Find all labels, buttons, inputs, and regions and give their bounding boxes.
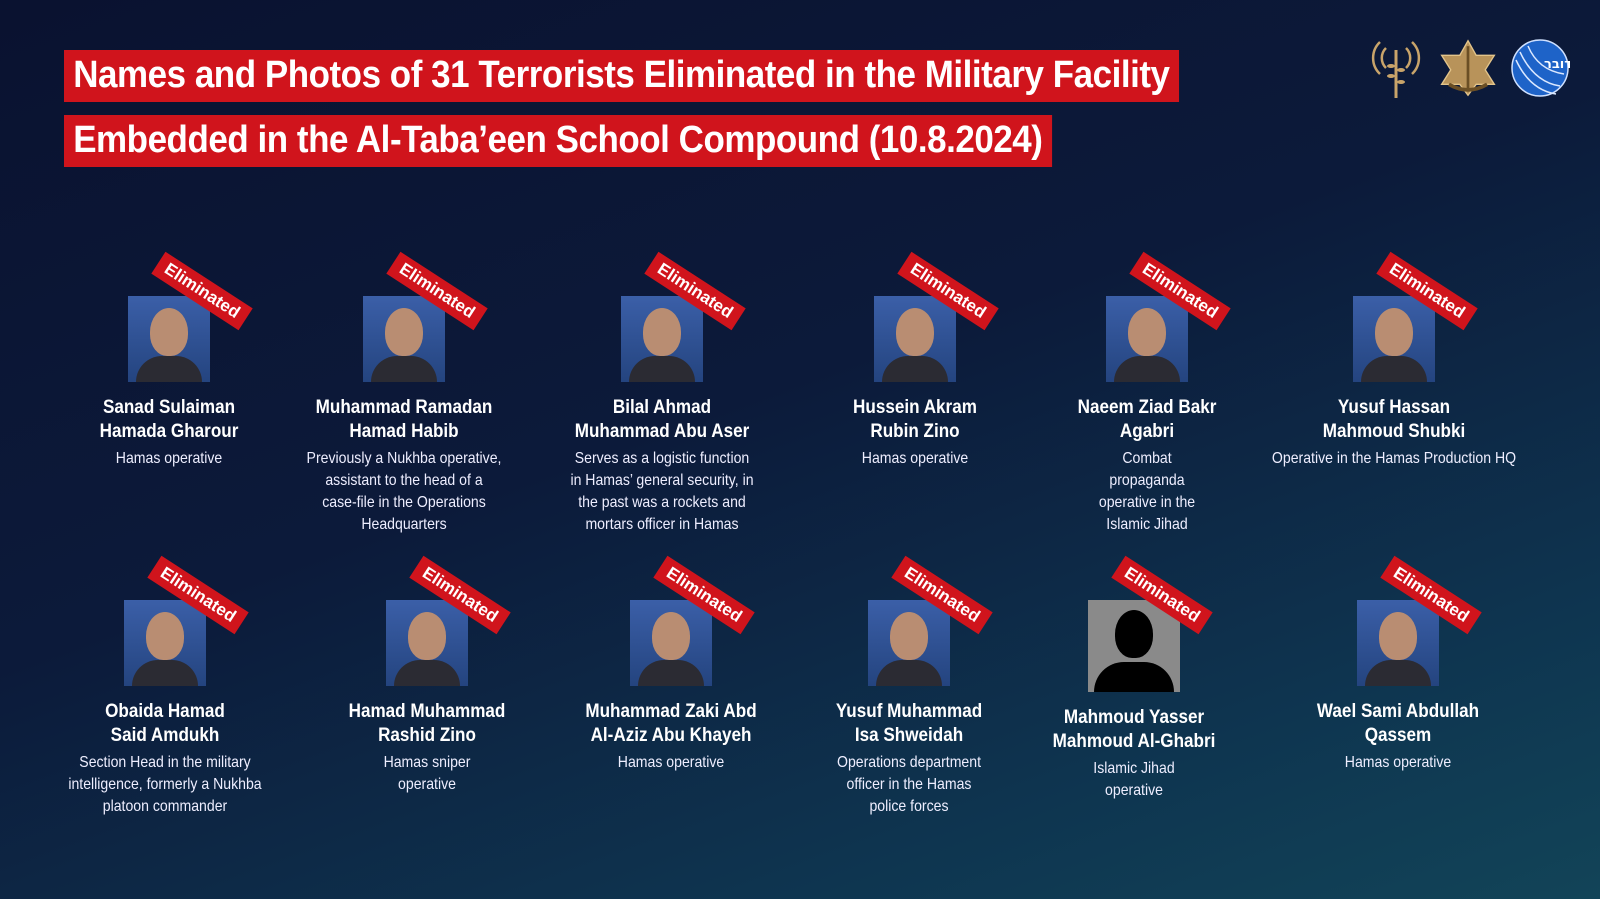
person-role: Hamas operative bbox=[115, 450, 223, 467]
person-card: Eliminated Hamad Muhammad Rashid Zino Ha… bbox=[287, 555, 567, 796]
head-shape bbox=[896, 308, 934, 356]
person-photo: Eliminated bbox=[630, 555, 755, 686]
body-shape bbox=[1361, 356, 1427, 382]
body-shape bbox=[882, 356, 948, 382]
person-photo: Eliminated bbox=[1357, 555, 1482, 686]
person-name: Hamad Muhammad Rashid Zino bbox=[348, 701, 506, 746]
person-card: Eliminated Bilal Ahmad Muhammad Abu Aser… bbox=[522, 251, 802, 536]
person-card: Eliminated Muhammad Zaki Abd Al-Aziz Abu… bbox=[531, 555, 811, 774]
person-photo: Eliminated bbox=[621, 251, 746, 382]
person-name: Muhammad Ramadan Hamad Habib bbox=[315, 397, 493, 442]
person-photo: Eliminated bbox=[1106, 251, 1231, 382]
person-photo: Eliminated bbox=[874, 251, 999, 382]
radio-antenna-icon bbox=[1366, 36, 1426, 100]
body-shape bbox=[371, 356, 437, 382]
person-role: Previously a Nukhba operative, assistant… bbox=[306, 450, 502, 533]
person-card: Eliminated Muhammad Ramadan Hamad Habib … bbox=[264, 251, 544, 536]
title-line-1: Names and Photos of 31 Terrorists Elimin… bbox=[64, 50, 1179, 102]
person-card: Eliminated Naeem Ziad Bakr Agabri Combat… bbox=[1007, 251, 1287, 536]
person-photo: Eliminated bbox=[1353, 251, 1478, 382]
person-role: Hamas sniper operative bbox=[383, 754, 471, 793]
body-shape bbox=[876, 660, 942, 686]
person-card: Eliminated Obaida Hamad Said Amdukh Sect… bbox=[25, 555, 305, 818]
person-name: Hussein Akram Rubin Zino bbox=[853, 397, 977, 442]
person-name: Yusuf Hassan Mahmoud Shubki bbox=[1322, 397, 1466, 442]
person-role: Hamas operative bbox=[1344, 754, 1452, 771]
person-card: Eliminated Yusuf Hassan Mahmoud Shubki O… bbox=[1254, 251, 1534, 470]
person-role: Section Head in the military intelligenc… bbox=[68, 754, 262, 815]
head-shape bbox=[643, 308, 681, 356]
idf-emblem-icon bbox=[1438, 36, 1498, 100]
person-card: Eliminated Yusuf Muhammad Isa Shweidah O… bbox=[769, 555, 1049, 818]
person-name: Muhammad Zaki Abd Al-Aziz Abu Khayeh bbox=[585, 701, 757, 746]
person-name: Yusuf Muhammad Isa Shweidah bbox=[835, 701, 983, 746]
person-role: Islamic Jihad operative bbox=[1093, 760, 1175, 799]
person-photo: Eliminated bbox=[386, 555, 511, 686]
body-shape bbox=[1365, 660, 1431, 686]
person-role: Combat propaganda operative in the Islam… bbox=[1098, 450, 1196, 533]
head-shape bbox=[146, 612, 184, 660]
body-shape bbox=[1094, 662, 1174, 692]
person-role: Operative in the Hamas Production HQ bbox=[1271, 450, 1517, 467]
person-role: Hamas operative bbox=[861, 450, 969, 467]
person-photo: Eliminated bbox=[124, 555, 249, 686]
body-shape bbox=[638, 660, 704, 686]
person-name: Wael Sami Abdullah Qassem bbox=[1316, 701, 1480, 746]
head-shape bbox=[408, 612, 446, 660]
body-shape bbox=[136, 356, 202, 382]
person-card: Eliminated Sanad Sulaiman Hamada Gharour… bbox=[29, 251, 309, 470]
head-shape bbox=[1128, 308, 1166, 356]
person-role: Hamas operative bbox=[617, 754, 725, 771]
person-name: Mahmoud Yasser Mahmoud Al-Ghabri bbox=[1052, 707, 1216, 752]
body-shape bbox=[132, 660, 198, 686]
person-photo: Eliminated bbox=[1088, 555, 1213, 692]
person-name: Bilal Ahmad Muhammad Abu Aser bbox=[574, 397, 750, 442]
head-shape bbox=[1375, 308, 1413, 356]
logos: דובר bbox=[1366, 36, 1570, 100]
person-card: Eliminated Mahmoud Yasser Mahmoud Al-Gha… bbox=[994, 555, 1274, 802]
head-shape bbox=[385, 308, 423, 356]
person-card: Eliminated Hussein Akram Rubin Zino Hama… bbox=[775, 251, 1055, 470]
body-shape bbox=[394, 660, 460, 686]
head-shape bbox=[890, 612, 928, 660]
svg-text:דובר: דובר bbox=[1544, 57, 1570, 72]
person-card: Eliminated Wael Sami Abdullah Qassem Ham… bbox=[1258, 555, 1538, 774]
body-shape bbox=[629, 356, 695, 382]
person-name: Sanad Sulaiman Hamada Gharour bbox=[99, 397, 239, 442]
person-name: Naeem Ziad Bakr Agabri bbox=[1077, 397, 1217, 442]
title-line-2: Embedded in the Al-Taba’een School Compo… bbox=[64, 115, 1052, 167]
body-shape bbox=[1114, 356, 1180, 382]
person-name: Obaida Hamad Said Amdukh bbox=[105, 701, 225, 746]
head-shape bbox=[150, 308, 188, 356]
person-role: Serves as a logistic function in Hamas’ … bbox=[570, 450, 754, 533]
head-shape bbox=[1379, 612, 1417, 660]
person-photo: Eliminated bbox=[128, 251, 253, 382]
person-role: Operations department officer in the Ham… bbox=[836, 754, 982, 815]
head-shape bbox=[652, 612, 690, 660]
person-photo: Eliminated bbox=[363, 251, 488, 382]
head-shape bbox=[1115, 610, 1153, 658]
person-photo: Eliminated bbox=[868, 555, 993, 686]
idf-spokesperson-icon: דובר bbox=[1510, 36, 1570, 100]
